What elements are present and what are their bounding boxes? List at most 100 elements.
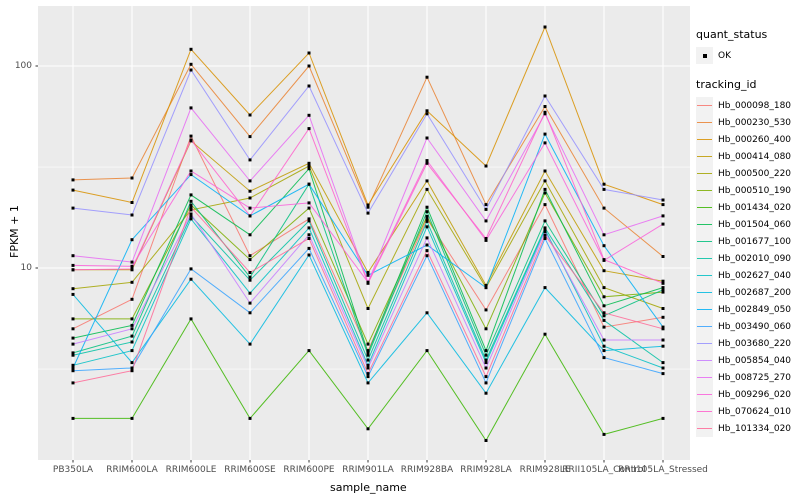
data-point	[543, 132, 547, 136]
data-point	[189, 173, 193, 177]
data-point	[71, 381, 75, 385]
data-point	[366, 353, 370, 357]
data-point	[71, 178, 75, 182]
data-point	[189, 68, 193, 72]
data-point	[130, 297, 134, 301]
data-point	[130, 369, 134, 373]
legend-item-label: Hb_009296_020	[718, 389, 792, 400]
data-point	[130, 361, 134, 365]
x-tick-label: RRIM600PE	[283, 465, 335, 475]
data-point	[602, 295, 606, 299]
data-point	[248, 113, 252, 117]
legend-item-label: Hb_008725_270	[718, 372, 792, 383]
data-point	[366, 375, 370, 379]
data-point	[661, 366, 665, 370]
data-point	[130, 267, 134, 271]
data-point	[425, 225, 429, 229]
series-line-icon	[696, 148, 713, 165]
legend-item-ok: OK	[696, 47, 800, 64]
data-point	[661, 372, 665, 376]
data-point	[661, 255, 665, 258]
legend-item-Hb_002849_050: Hb_002849_050	[696, 301, 800, 318]
legend-item-label: Hb_002010_090	[718, 253, 792, 264]
data-point	[189, 134, 193, 138]
data-point	[602, 318, 606, 322]
data-point	[71, 336, 75, 340]
legend-item-Hb_000260_400: Hb_000260_400	[696, 131, 800, 148]
x-tick-label: PB350LA	[52, 465, 94, 475]
legend-item-label: OK	[718, 50, 731, 61]
data-point	[130, 176, 134, 180]
data-point	[189, 214, 193, 218]
data-point	[307, 84, 311, 88]
data-point	[425, 210, 429, 214]
legend-tracking-id-items: Hb_000098_180 Hb_000230_530 Hb_000260_400 H…	[696, 97, 800, 437]
data-point	[130, 334, 134, 338]
legend-item-label: Hb_000098_180	[718, 100, 792, 111]
x-tick-label: RRIM600LA	[106, 465, 158, 475]
legend-item-Hb_001504_060: Hb_001504_060	[696, 216, 800, 233]
data-point	[543, 94, 547, 98]
data-point	[366, 205, 370, 209]
data-point	[543, 286, 547, 290]
data-point	[543, 219, 547, 223]
legend-item-Hb_003680_220: Hb_003680_220	[696, 335, 800, 352]
data-point	[484, 353, 488, 357]
data-point	[189, 203, 193, 207]
legend-quant-status-title: quant_status	[696, 28, 768, 41]
data-point	[543, 230, 547, 234]
series-line-icon	[696, 199, 713, 216]
data-point	[425, 112, 429, 116]
data-point	[307, 217, 311, 221]
legend-tracking-id-title: tracking_id	[696, 78, 757, 91]
data-point	[425, 249, 429, 253]
legend-item-label: Hb_003680_220	[718, 338, 792, 349]
data-point	[130, 366, 134, 370]
data-point	[484, 283, 488, 287]
data-point	[130, 416, 134, 420]
data-point	[248, 342, 252, 346]
data-point	[307, 127, 311, 131]
data-point	[425, 109, 429, 113]
data-point	[661, 288, 665, 292]
data-point	[602, 314, 606, 318]
data-point	[366, 372, 370, 376]
data-point	[71, 369, 75, 373]
legend-item-label: Hb_002627_040	[718, 270, 792, 281]
data-point	[484, 366, 488, 370]
data-point	[484, 381, 488, 385]
legend-item-label: Hb_101334_020	[718, 423, 792, 434]
data-point	[307, 226, 311, 230]
data-point	[189, 205, 193, 209]
data-point	[130, 349, 134, 353]
data-point	[307, 164, 311, 168]
data-point	[366, 211, 370, 215]
data-point	[484, 203, 488, 207]
data-point	[130, 317, 134, 321]
data-point	[71, 351, 75, 355]
data-point	[425, 243, 429, 247]
data-point	[543, 179, 547, 183]
data-point	[130, 201, 134, 204]
data-point	[602, 344, 606, 348]
data-point	[543, 226, 547, 230]
data-point	[661, 327, 665, 331]
data-point	[484, 375, 488, 379]
data-point	[425, 75, 429, 79]
data-point	[189, 317, 193, 321]
data-point	[248, 196, 252, 200]
data-point	[661, 198, 665, 202]
x-tick-label: RRIM928BA	[400, 465, 454, 475]
legend-quant-status: quant_status OK	[696, 28, 800, 64]
data-point	[661, 222, 665, 226]
data-point	[71, 363, 75, 367]
data-point	[366, 381, 370, 385]
data-point	[602, 187, 606, 191]
data-point	[602, 356, 606, 360]
data-point	[543, 110, 547, 114]
data-point	[366, 358, 370, 362]
data-point	[130, 327, 134, 331]
data-point	[425, 311, 429, 315]
data-point	[602, 182, 606, 186]
